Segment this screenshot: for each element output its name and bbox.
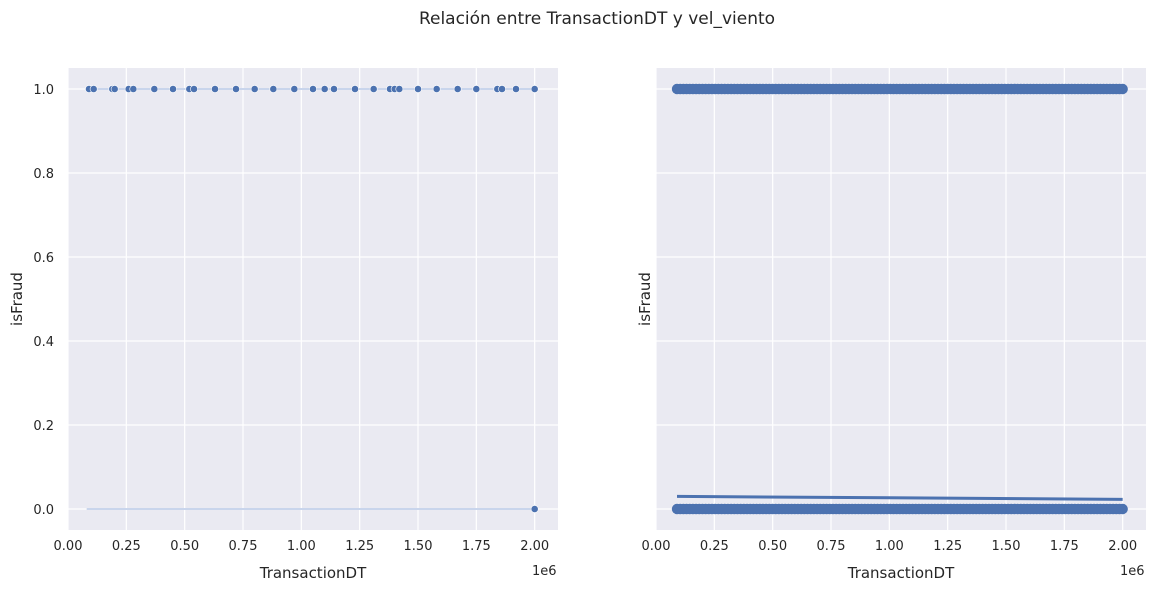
scatter-point <box>269 85 278 93</box>
x-tick-label: 0.25 <box>700 539 729 554</box>
y-tick-label: 0.8 <box>33 167 54 182</box>
right-scatter-panel: 0.00 0.25 0.50 0.75 1.00 1.25 1.50 1.75 2.00 Tran… <box>636 68 1146 582</box>
y-tick-label: 0.6 <box>33 251 54 266</box>
y-axis-label: isFraud <box>8 272 26 326</box>
x-tick-label: 0.50 <box>758 539 787 554</box>
x-tick-label: 0.75 <box>817 539 846 554</box>
scatter-point <box>512 85 520 93</box>
scatter-point <box>414 85 422 93</box>
x-tick-label: 1.00 <box>287 539 316 554</box>
scatter-point <box>110 85 119 93</box>
x-tick-label: 1.25 <box>345 539 374 554</box>
scatter-point <box>211 85 219 93</box>
x-tick-label: 1.50 <box>404 539 433 554</box>
y-tick-label: 1.0 <box>33 83 54 98</box>
x-tick-label: 0.00 <box>642 539 671 554</box>
scatter-point <box>129 85 138 93</box>
scatter-point <box>351 85 359 93</box>
regression-line <box>676 494 1123 501</box>
scatter-point <box>1117 83 1128 95</box>
y-tick-label: 0.0 <box>33 503 54 518</box>
x-tick-label: 1.75 <box>1050 539 1079 554</box>
figure-title: Relación entre TransactionDT y vel_vient… <box>419 9 775 29</box>
x-tick-label: 1.75 <box>462 539 491 554</box>
scatter-point <box>309 85 317 93</box>
scatter-point <box>395 85 404 93</box>
x-tick-label: 0.25 <box>112 539 141 554</box>
x-tick-label: 1.25 <box>933 539 962 554</box>
axes-background <box>656 68 1146 530</box>
y-tick-label: 0.4 <box>33 335 54 350</box>
scatter-point <box>472 85 481 93</box>
scatter-point <box>498 85 506 93</box>
y-tick-label: 0.2 <box>33 419 54 434</box>
scatter-point <box>169 85 177 93</box>
scatter-point <box>232 85 240 93</box>
scatter-point <box>369 85 378 93</box>
scatter-point <box>432 85 441 93</box>
scatter-point <box>290 85 299 93</box>
y-axis-label: isFraud <box>636 272 654 326</box>
scatter-point <box>150 85 159 93</box>
scatter-point <box>250 85 259 93</box>
scatter-point <box>530 85 539 93</box>
axes-background <box>68 68 558 530</box>
x-axis-label: TransactionDT <box>847 564 955 582</box>
x-offset-label: 1e6 <box>532 564 557 579</box>
x-tick-label: 0.50 <box>170 539 199 554</box>
x-tick-label: 0.75 <box>229 539 258 554</box>
x-tick-label: 2.00 <box>1108 539 1137 554</box>
x-axis-label: TransactionDT <box>259 564 367 582</box>
scatter-point <box>1117 503 1128 515</box>
x-tick-label: 2.00 <box>520 539 549 554</box>
x-tick-label: 1.50 <box>992 539 1021 554</box>
x-tick-label: 1.00 <box>875 539 904 554</box>
scatter-point <box>330 85 338 93</box>
x-offset-label: 1e6 <box>1120 564 1145 579</box>
scatter-point <box>530 505 539 513</box>
scatter-point <box>320 85 329 93</box>
scatter-point <box>453 85 462 93</box>
scatter-point <box>190 85 198 93</box>
scatter-point <box>89 85 98 93</box>
left-scatter-panel: 0.00 0.25 0.50 0.75 1.00 1.25 1.50 1.75 2.00 0.0 0… <box>8 68 558 582</box>
x-tick-label: 0.00 <box>54 539 83 554</box>
